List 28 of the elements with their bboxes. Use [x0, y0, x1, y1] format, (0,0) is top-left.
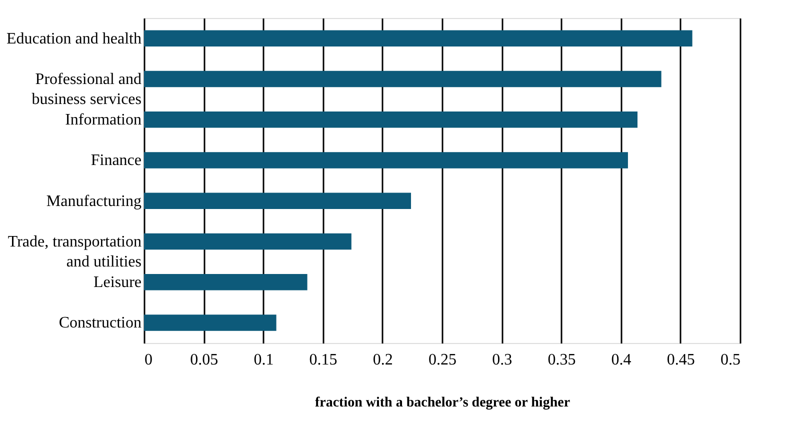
y-tick-label: Trade, transportation and utilities [8, 233, 142, 270]
x-tick-label: 0.15 [309, 352, 338, 368]
bar [144, 30, 692, 46]
bar [144, 192, 412, 209]
x-tick-label: 0.3 [492, 352, 512, 368]
x-tick-label: 0.35 [548, 352, 576, 368]
y-tick-label: Construction [58, 314, 142, 332]
x-tick-label: 0.05 [190, 352, 218, 368]
y-tick-label: Information [65, 112, 142, 129]
x-tick-label: 0.45 [666, 352, 695, 368]
x-tick-label: 0.25 [428, 352, 456, 368]
y-tick-label: Manufacturing [46, 192, 142, 210]
x-axis-title: fraction with a bachelor’s degree or higher [314, 396, 570, 410]
x-tick-label: 0 [144, 352, 152, 368]
y-tick-label: Finance [90, 152, 142, 170]
bar [144, 233, 352, 250]
bar [144, 111, 638, 128]
y-tick-label: Education and health [6, 30, 142, 48]
bar [144, 152, 628, 168]
y-tick-label: Professional and business services [32, 70, 142, 108]
x-tick-label: 0.4 [611, 352, 632, 368]
x-tick-label: 0.1 [254, 352, 274, 368]
x-tick-label: 0.5 [720, 352, 740, 368]
bar [144, 274, 308, 290]
x-tick-label: 0.2 [372, 352, 393, 368]
bar [144, 314, 276, 331]
y-tick-label: Leisure [94, 274, 142, 292]
bar [144, 70, 662, 88]
